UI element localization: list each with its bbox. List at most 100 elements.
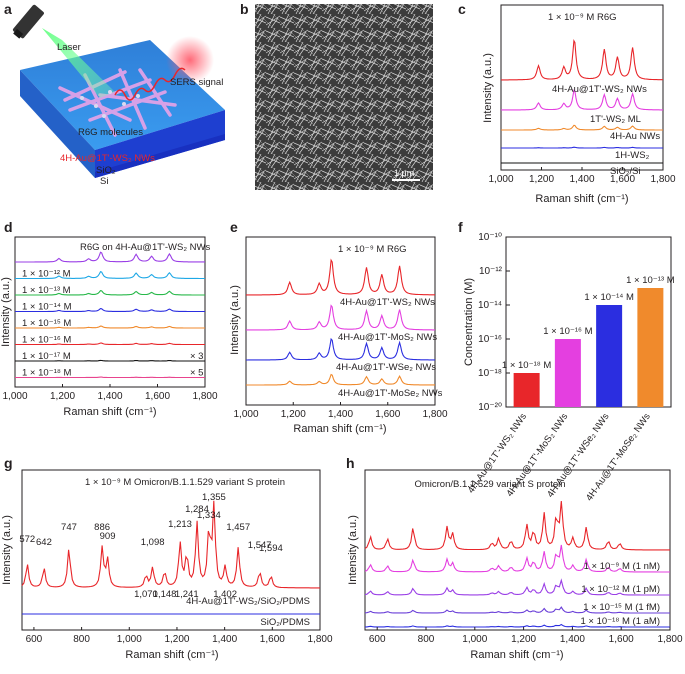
d-xtick-label: 1,000 <box>2 391 27 402</box>
g-label-1: SiO₂/PDMS <box>260 617 310 628</box>
e-annotation: 1 × 10⁻⁹ M R6G <box>338 244 407 255</box>
g-xtick-label: 1,600 <box>260 634 285 645</box>
label-laser: Laser <box>57 42 81 53</box>
h-series-label-3: 1 × 10⁻¹⁵ M (1 fM) <box>583 602 660 613</box>
sem-image: 1 μm <box>255 4 433 190</box>
label-sio2: SiO₂ <box>96 165 116 176</box>
d-xtick-label: 1,400 <box>97 391 122 402</box>
f-ytick-label: 10⁻¹⁰ <box>478 232 502 243</box>
d-series-label-6: 1 × 10⁻¹⁷ M <box>22 351 71 362</box>
e-series-3 <box>246 373 435 386</box>
g-peak-label-16: 1,594 <box>259 543 283 554</box>
h-series-label-4: 1 × 10⁻¹⁸ M (1 aM) <box>580 616 660 627</box>
scale-bar-label: 1 μm <box>394 168 414 178</box>
e-xlabel: Raman shift (cm⁻¹) <box>293 423 386 435</box>
h-series-3 <box>364 606 670 614</box>
h-series-4 <box>365 623 670 628</box>
g-xlabel: Raman shift (cm⁻¹) <box>125 649 218 661</box>
e-xtick-label: 1,200 <box>281 409 306 420</box>
e-xtick-label: 1,000 <box>233 409 258 420</box>
g-peak-label-14: 1,457 <box>226 522 250 533</box>
f-value-label-3: 1 × 10⁻¹³ M <box>626 275 675 286</box>
g-xtick-label: 1,200 <box>164 634 189 645</box>
f-ytick-label: 10⁻²⁰ <box>478 402 502 413</box>
d-series-1 <box>15 271 205 280</box>
h-series-2 <box>364 578 670 596</box>
f-ytick-label: 10⁻¹⁴ <box>478 300 502 311</box>
e-label-3: 4H-Au@1T'-MoSe₂ NWs <box>338 388 443 399</box>
h-xtick-label: 1,400 <box>560 634 585 645</box>
g-xtick-label: 600 <box>26 634 43 645</box>
g-ylabel: Intensity (a.u.) <box>1 515 13 585</box>
d-ylabel: Intensity (a.u.) <box>0 277 12 347</box>
g-peak-label-12: 1,355 <box>202 492 226 503</box>
d-series-label-1: 1 × 10⁻¹² M <box>22 269 71 280</box>
d-series-2 <box>15 289 205 296</box>
h-series-1 <box>364 544 670 573</box>
panel-letter-g: g <box>4 455 13 471</box>
f-ytick-label: 10⁻¹⁶ <box>478 334 502 345</box>
substrate-side-front <box>95 110 225 178</box>
e-xtick-label: 1,800 <box>422 409 447 420</box>
f-value-label-1: 1 × 10⁻¹⁶ M <box>543 326 592 337</box>
c-xtick-label: 1,200 <box>529 174 554 185</box>
f-bar-1 <box>554 339 581 407</box>
laser-icon <box>12 4 44 39</box>
e-label-2: 4H-Au@1T'-WSe₂ NWs <box>336 362 436 373</box>
c-label-3: 1H-WS₂ <box>615 150 650 161</box>
g-peak-label-0: 572 <box>19 534 35 545</box>
g-xtick-label: 1,000 <box>117 634 142 645</box>
g-peak-label-11: 1,334 <box>197 510 221 521</box>
c-series-3 <box>501 146 663 149</box>
c-xlabel: Raman shift (cm⁻¹) <box>535 193 628 205</box>
c-xtick-label: 1,400 <box>569 174 594 185</box>
f-ytick-label: 10⁻¹² <box>479 266 503 277</box>
d-xtick-label: 1,600 <box>145 391 170 402</box>
panel-letter-b: b <box>240 1 249 17</box>
e-xtick-label: 1,400 <box>328 409 353 420</box>
substrate-side-left <box>20 70 95 178</box>
h-xlabel: Raman shift (cm⁻¹) <box>470 649 563 661</box>
f-bar-0 <box>513 373 540 407</box>
d-xtick-label: 1,200 <box>50 391 75 402</box>
c-series-1 <box>501 89 663 111</box>
h-xtick-label: 1,800 <box>657 634 682 645</box>
e-series-0 <box>246 258 435 296</box>
chart-e: 1 × 10⁻⁹ M R6G 4H-Au@1T'-WS₂ NWs 4H-Au@1… <box>229 236 448 435</box>
label-sers: SERS signal <box>170 77 223 88</box>
label-si: Si <box>100 176 108 187</box>
f-bar-2 <box>596 305 623 407</box>
sers-signal-wave <box>114 67 186 101</box>
e-series-1 <box>246 304 435 331</box>
d-annotation: R6G on 4H-Au@1T'-WS₂ NWs <box>80 242 210 253</box>
f-value-label-0: 1 × 10⁻¹⁸ M <box>502 360 552 371</box>
sers-glow <box>166 36 214 84</box>
h-xtick-label: 600 <box>369 634 386 645</box>
e-ylabel: Intensity (a.u.) <box>229 285 241 355</box>
d-series-label-3: 1 × 10⁻¹⁴ M <box>22 302 72 313</box>
schematic-illustration: Laser SERS signal R6G molecules 4H-Au@1T… <box>12 4 225 187</box>
panel-letter-c: c <box>458 1 466 17</box>
c-xtick-label: 1,600 <box>610 174 635 185</box>
g-xtick-label: 1,400 <box>212 634 237 645</box>
c-annotation: 1 × 10⁻⁹ M R6G <box>548 12 617 23</box>
f-ytick-label: 10⁻¹⁸ <box>478 368 502 379</box>
chart-c: 1 × 10⁻⁹ M R6G 4H-Au@1T'-WS₂ NWs 1T'-WS₂… <box>482 4 676 205</box>
g-peak-label-8: 1,213 <box>168 519 192 530</box>
g-peak-label-10: 1,284 <box>185 504 209 515</box>
g-peak-label-15: 1,547 <box>248 540 272 551</box>
h-ylabel: Intensity (a.u.) <box>347 515 359 585</box>
h-annotation: Omicron/B.1.1.529 variant S protein <box>414 479 565 490</box>
g-peak-label-6: 1,098 <box>141 537 165 548</box>
g-xtick-label: 800 <box>73 634 90 645</box>
e-label-0: 4H-Au@1T'-WS₂ NWs <box>340 297 435 308</box>
d-xlabel: Raman shift (cm⁻¹) <box>63 406 156 418</box>
c-series-2 <box>501 124 663 131</box>
g-series-0 <box>21 500 320 589</box>
d-scale-label-6: × 3 <box>190 351 203 362</box>
chart-g: 1 × 10⁻⁹ M Omicron/B.1.1.529 variant S p… <box>1 469 333 661</box>
h-xtick-label: 1,000 <box>462 634 487 645</box>
c-label-2: 4H-Au NWs <box>610 131 660 142</box>
f-ylabel: Concentration (M) <box>463 278 475 366</box>
d-series-5 <box>15 342 205 346</box>
